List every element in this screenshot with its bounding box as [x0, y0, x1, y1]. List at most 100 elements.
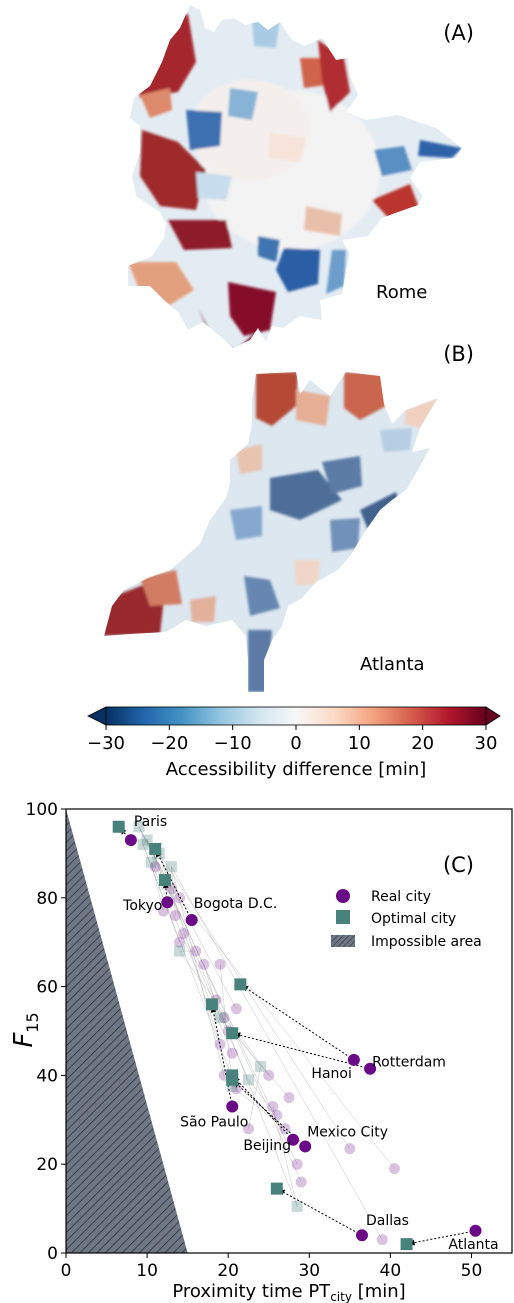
x-tick-label: 40 — [380, 1261, 402, 1281]
real-city-point — [469, 1224, 482, 1237]
background-link — [142, 844, 237, 1089]
x-tick-label: 10 — [136, 1261, 158, 1281]
atlanta-accessibility-map — [104, 372, 438, 692]
real-city-point — [161, 896, 174, 909]
optimal-city-point — [270, 1182, 283, 1195]
colorbar-gradient — [105, 706, 487, 726]
real-city-point-faded — [291, 1158, 303, 1170]
background-link — [179, 950, 269, 1076]
real-city-point-faded — [295, 1176, 307, 1188]
optimization-arrow — [283, 1192, 363, 1236]
colorbar-tick-label: 10 — [348, 733, 371, 754]
optimal-city-point-faded — [133, 821, 145, 833]
panel-a-label: (A) — [443, 21, 474, 45]
colorbar-tick-label: −10 — [214, 733, 252, 754]
legend-optimal-label: Optimal city — [371, 911, 456, 927]
optimal-city-point — [158, 874, 171, 887]
y-tick-label: 0 — [47, 1244, 58, 1264]
y-axis-label-sub: 15 — [23, 1012, 42, 1032]
background-link — [248, 1079, 278, 1116]
x-axis-label: Proximity time PTcity [min] — [172, 1281, 405, 1303]
real-city-point-faded — [263, 1069, 275, 1081]
real-city-point-faded — [279, 1123, 291, 1135]
real-city-point — [299, 1140, 312, 1153]
optimal-city-point-faded — [214, 1012, 226, 1024]
x-tick-label: 30 — [298, 1261, 320, 1281]
optimal-city-point — [234, 978, 247, 991]
real-city-point — [124, 834, 137, 847]
rome-accessibility-map — [128, 5, 462, 348]
optimal-city-point — [205, 998, 218, 1011]
city-label: Beijing — [243, 1138, 291, 1154]
real-city-point-faded — [218, 1012, 230, 1024]
background-link — [150, 862, 233, 1054]
real-city-point — [347, 1053, 360, 1066]
real-city-point-faded — [226, 1047, 238, 1059]
optimal-city-point-faded — [145, 856, 157, 868]
real-city-point-faded — [149, 861, 161, 873]
real-city-point-faded — [214, 1038, 226, 1050]
y-tick-label: 60 — [36, 978, 58, 998]
real-city-point-faded — [157, 905, 169, 917]
optimal-city-point-faded — [165, 861, 177, 873]
optimal-city-point-faded — [226, 1081, 238, 1092]
city-label: Tokyo — [122, 898, 162, 914]
colorbar-extend-low — [87, 706, 107, 726]
background-link — [223, 1017, 261, 1067]
y-tick-label: 40 — [36, 1066, 58, 1086]
background-link — [171, 866, 225, 1076]
impossible-area — [66, 809, 188, 1253]
y-tick-label: 20 — [36, 1155, 58, 1175]
colorbar-tick-label: −20 — [150, 733, 188, 754]
panel-c-label: (C) — [443, 853, 474, 877]
background-link — [146, 839, 302, 1183]
real-city-point-faded — [283, 1092, 295, 1104]
colorbar-label: Accessibility difference [min] — [166, 759, 427, 780]
panel-b-label: (B) — [443, 342, 474, 366]
background-link — [159, 853, 351, 1149]
background-link — [171, 866, 383, 1240]
atlanta-city-label: Atlanta — [360, 654, 425, 675]
real-city-point — [355, 1229, 368, 1242]
real-city-point-faded — [165, 883, 177, 895]
city-label: Hanoi — [311, 1066, 351, 1082]
legend-real-label: Real city — [371, 889, 431, 905]
optimization-arrow — [246, 988, 355, 1061]
real-city-point-faded — [267, 1100, 279, 1112]
background-link — [248, 1066, 261, 1129]
real-city-point — [185, 914, 198, 926]
plot-frame — [65, 808, 513, 1254]
legend-impossible-label: Impossible area — [371, 934, 482, 950]
optimal-city-point — [112, 820, 125, 833]
colorbar-tick-label: 0 — [290, 733, 301, 754]
optimal-city-point-faded — [141, 834, 153, 846]
x-tick-label: 20 — [217, 1261, 239, 1281]
colorbar-tick-label: 20 — [411, 733, 434, 754]
real-city-point-faded — [344, 1143, 356, 1155]
real-city-point-faded — [169, 910, 181, 922]
real-city-point-faded — [178, 927, 190, 939]
optimal-city-point-faded — [137, 839, 149, 851]
x-tick-label: 50 — [461, 1261, 483, 1281]
colorbar-extend-high — [485, 706, 501, 726]
optimal-city-point — [226, 1073, 239, 1086]
real-city-point — [364, 1062, 377, 1075]
x-tick-label: 0 — [61, 1261, 72, 1281]
real-city-point-faded — [174, 892, 186, 904]
optimal-city-point-faded — [291, 1200, 303, 1212]
colorbar-tick-label: 30 — [475, 733, 498, 754]
background-link — [272, 1106, 298, 1207]
city-label: Atlanta — [448, 1237, 498, 1253]
optimal-city-point — [400, 1238, 413, 1251]
legend-real-marker — [336, 889, 350, 903]
optimal-city-point — [149, 842, 162, 855]
rome-city-label: Rome — [376, 282, 427, 303]
real-city-point-faded — [174, 936, 186, 948]
optimal-city-point-faded — [174, 945, 186, 957]
x-axis-label-sub: city — [330, 1290, 352, 1303]
y-tick-label: 80 — [36, 889, 58, 909]
real-city-point — [226, 1100, 239, 1113]
optimization-arrow — [237, 1084, 306, 1147]
background-link — [150, 862, 395, 1169]
